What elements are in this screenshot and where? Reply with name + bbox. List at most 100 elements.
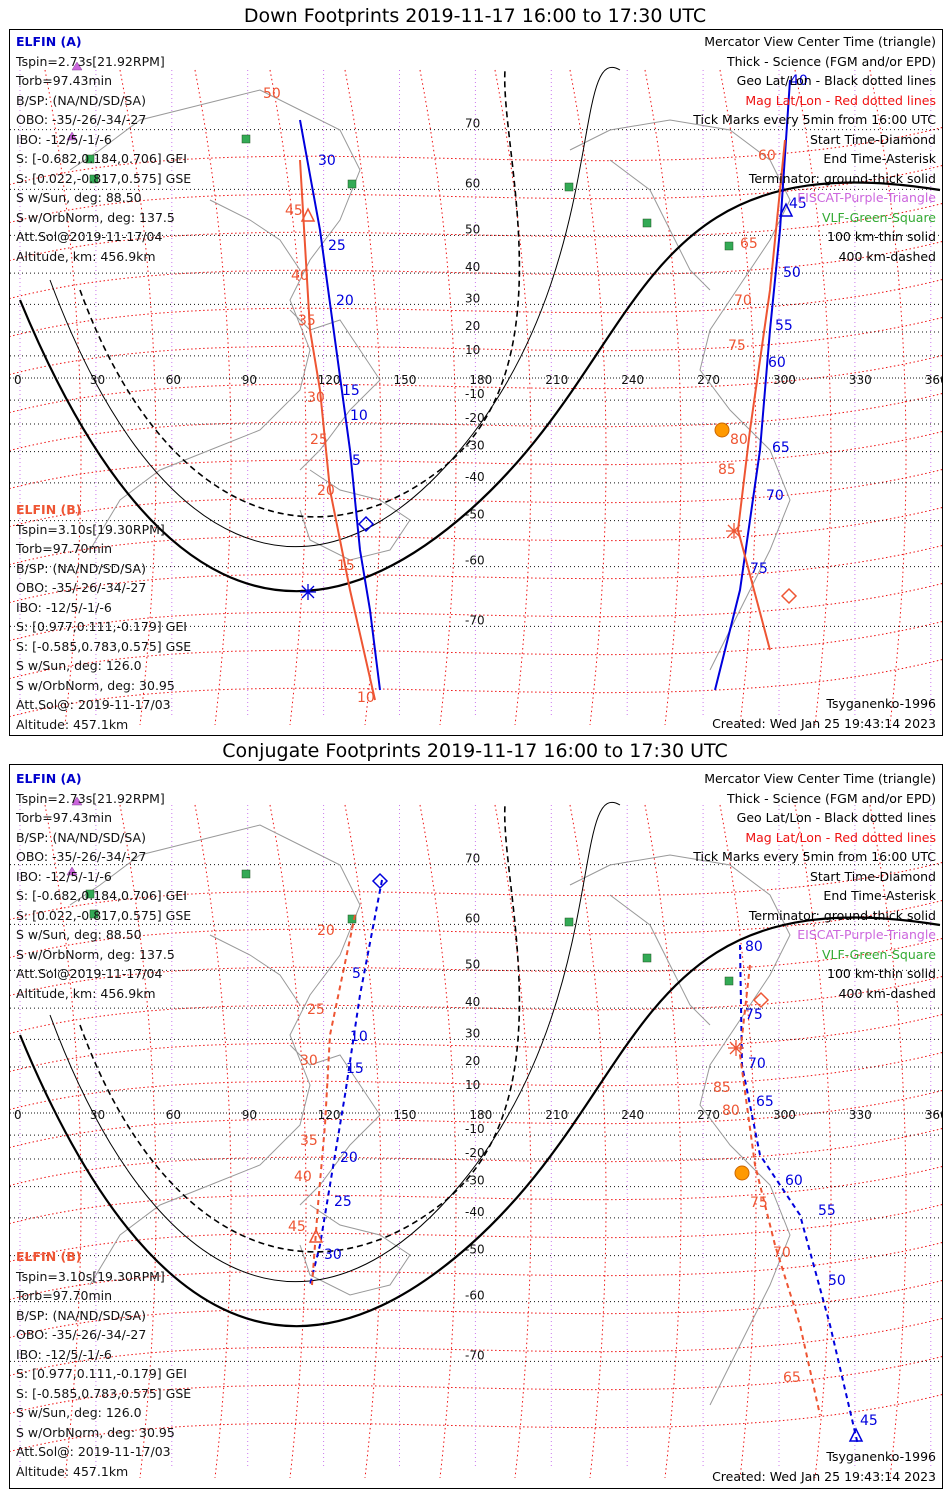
track-tick-label: 20 [340,1150,358,1166]
track-tick-label: 5 [352,453,361,469]
legend-item: Terminator: ground-thick solid [748,907,936,923]
panel-title-down: Down Footprints 2019-11-17 16:00 to 17:3… [243,5,707,27]
vlf-station-square [347,179,357,189]
mag-lon-line [569,804,607,1479]
vlf-station-square [89,174,99,184]
elfin-a-line: S w/Sun, deg: 88.50 [16,190,142,205]
elfin-b-line: Att.Sol@: 2019-11-17/03 [16,697,171,712]
mag-lon-line [269,804,307,1479]
400km-dashed-curve [79,69,521,518]
coastline [69,824,361,1286]
lat-tick-label: 60 [465,176,480,190]
track-tick-label: 35 [300,1133,318,1149]
track-tick-label: 60 [768,355,786,371]
track-tick-label: 30 [318,153,336,169]
elfin-b-line: Torb=97.70min [16,1288,113,1303]
lon-tick-label: 240 [621,373,644,387]
lon-tick-label: 150 [394,1108,417,1122]
elfin-a-line: OBO: -35/-26/-34/-27 [16,112,147,127]
vlf-station-square [724,976,734,986]
lon-tick-label: 180 [469,373,492,387]
lon-tick-label: 270 [697,373,720,387]
legend-item: 400 km-dashed [838,248,936,264]
mag-lat-line [10,127,942,186]
elfin-a-line: B/SP: (NA/ND/SD/SA) [16,829,146,845]
track-tick-label: 10 [350,1029,368,1045]
lon-tick-label: 150 [394,373,417,387]
track-tick-label: 45 [288,1219,306,1235]
mag-lat-line [10,583,942,642]
elfin-a-line: Att.Sol@2019-11-17/04 [16,966,163,981]
lat-tick-label: -10 [465,1122,485,1136]
track-tick-label: 25 [328,238,346,254]
track-tick-label: 65 [740,236,758,252]
legend-item: EISCAT-Purple-Triangle [797,190,936,205]
lon-tick-label: 300 [773,373,796,387]
track-tick-label: 30 [307,390,325,406]
mag-lon-line [194,804,232,1479]
track-tick-label: 45 [285,203,303,219]
track-tick-label: 65 [783,1370,801,1386]
track-tick-label: 55 [818,1203,836,1219]
lat-tick-label: 70 [465,117,480,131]
mag-lon-line [869,804,907,1479]
elfin-b-line: Altitude: 457.1km [16,716,129,732]
elfin-a-line: Att.Sol@2019-11-17/04 [16,229,163,244]
mag-lat-line [10,355,942,414]
mag-lon-line [344,69,382,726]
track-tick-label: 65 [10,30,28,34]
start-diamond [780,587,798,605]
mag-lat-line [10,1014,942,1073]
track-tick-label: 50 [783,265,801,281]
mag-lat-line [10,317,942,376]
conjugate-footprints-panel: -70 -60 -50 -40 -30 -20 -10 10 20 30 40 50 60 70 0 30 60… [9,764,943,1489]
elfin-a-name: ELFIN (A) [16,771,82,786]
elfin-b-line: S w/Sun, deg: 126.0 [16,658,142,673]
track-tick-label: 85 [718,462,736,478]
lat-tick-label: 20 [465,1054,480,1068]
elfin-a-line: S: [-0.682,0.184,0.706] GEI [16,888,187,903]
vlf-station-square [89,909,99,919]
track-tick-label: 45 [10,30,28,34]
coastline [209,199,301,271]
created-label: Created: Wed Jan 25 19:43:14 2023 [712,1469,936,1484]
legend-item: Tick Marks every 5min from 16:00 UTC [693,849,936,864]
mag-lat-line [10,1242,942,1301]
track-tick-label: 70 [734,293,752,309]
track-tick-label: 50 [263,86,281,102]
mag-lon-line [644,804,682,1479]
elfin-a-info: ELFIN (A) Tspin=2.73s[21.92RPM] Torb=97.… [16,769,191,1003]
panel-title-conjugate: Conjugate Footprints 2019-11-17 16:00 to… [222,740,728,762]
legend-item: Mag Lat/Lon - Red dotted lines [745,829,936,845]
mag-lon-line [719,804,757,1479]
elfin-a-line: Altitude, km: 456.9km [16,985,156,1001]
lat-tick-label: -40 [465,1205,485,1219]
100km-curve [49,67,621,548]
legend-item: EISCAT-Purple-Triangle [797,927,936,942]
sun-icon [714,422,730,438]
elfin-a-line: S w/Sun, deg: 88.50 [16,927,142,942]
mag-lat-line [10,507,942,566]
elfin-b-line: S: [0.977,0.111,-0.179] GEI [16,1366,187,1381]
track-tick-label: 85 [713,1080,731,1096]
model-label: Tsyganenko-1996 [826,696,936,711]
elfin-b-line: S: [-0.585,0.783,0.575] GSE [16,1385,192,1401]
vlf-station-square [347,914,357,924]
end-asterisk [300,584,316,600]
lon-tick-label: 60 [166,1108,181,1122]
lat-tick-label: -20 [465,411,485,425]
track-tick-label: 75 [728,338,746,354]
track-tick-label: 80 [722,1103,740,1119]
vlf-station-square [642,953,652,963]
legend-item: VLF-Green-Square [821,209,936,225]
vlf-station-square [241,869,251,879]
lat-tick-label: -10 [465,387,485,401]
legend-item: VLF-Green-Square [821,946,936,962]
mag-lat-line [10,1356,942,1415]
created-label: Created: Wed Jan 25 19:43:14 2023 [712,716,936,731]
elfin-a-line: IBO: -12/5/-1/-6 [16,131,112,147]
track-tick-label: 20 [317,483,335,499]
track-tick-label: 30 [324,1247,342,1263]
